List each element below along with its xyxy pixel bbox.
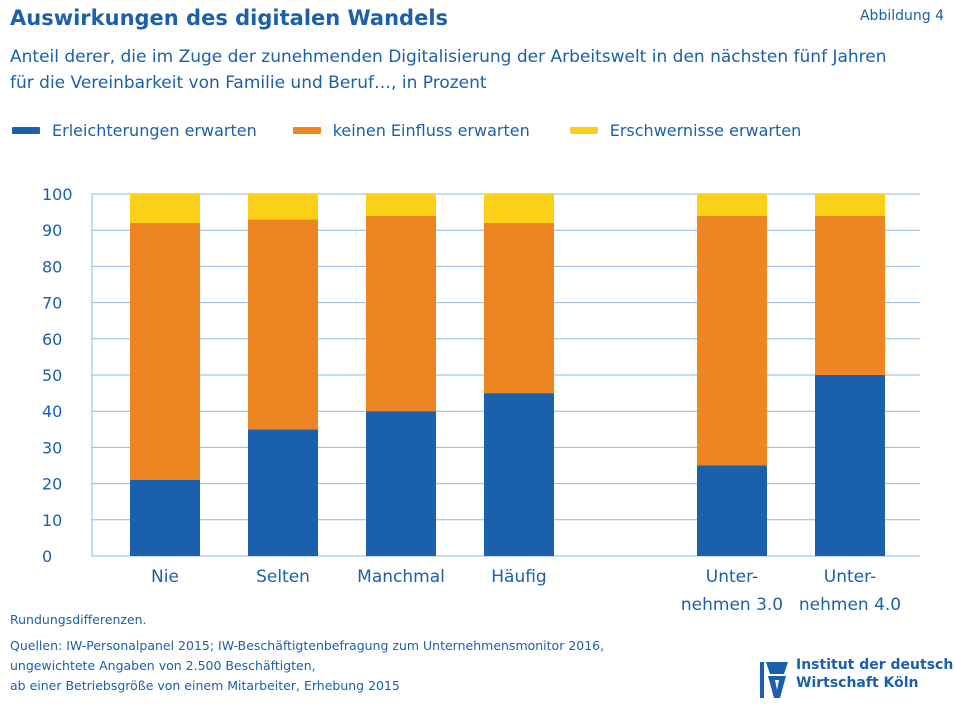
iw-logo: Institut der deutschen Wirtschaft Köln [758, 654, 954, 702]
legend-swatch-erschwernisse [569, 126, 598, 134]
bar-segment-erleichterungen [697, 465, 767, 556]
iw-logo-text: Institut der deutschen Wirtschaft Köln [796, 656, 954, 692]
y-tick-label: 10 [42, 511, 62, 530]
y-tick-label: 60 [42, 330, 62, 349]
rounding-note: Rundungsdifferenzen. [10, 612, 147, 627]
bar-segment-kein-einfluss [815, 215, 885, 375]
y-tick-label: 30 [42, 438, 62, 457]
figure-label: Abbildung 4 [859, 8, 944, 24]
legend-label-erleichterungen: Erleichterungen erwarten [52, 120, 257, 140]
y-tick-label: 50 [42, 366, 62, 385]
bar-segment-erleichterungen [130, 479, 200, 556]
bar-segment-kein-einfluss [697, 215, 767, 466]
x-tick-label: Unter- [824, 567, 876, 587]
bar-segment-erschwernisse [484, 194, 554, 223]
bar-segment-erschwernisse [366, 194, 436, 216]
legend-label-erschwernisse: Erschwernisse erwarten [609, 120, 802, 140]
source-line-2: ungewichtete Angaben von 2.500 Beschäfti… [10, 658, 316, 673]
bar-segment-erleichterungen [248, 429, 318, 556]
y-tick-label: 100 [42, 185, 73, 204]
bar-segment-kein-einfluss [248, 219, 318, 430]
y-tick-label: 20 [42, 475, 62, 494]
chart-subtitle: Anteil derer, die im Zuge der zunehmende… [10, 47, 887, 93]
bar-segment-erschwernisse [130, 194, 200, 223]
legend-item-erschwernisse: Erschwernisse erwarten [569, 120, 802, 140]
legend-swatch-kein-einfluss [292, 126, 321, 134]
bar-segment-erschwernisse [815, 194, 885, 216]
y-tick-label: 40 [42, 402, 62, 421]
x-tick-label: Selten [256, 567, 310, 587]
y-tick-label: 80 [42, 257, 62, 276]
logo-line-1: Institut der deutschen [796, 657, 954, 673]
y-tick-label: 0 [42, 547, 52, 566]
legend: Erleichterungen erwarten keinen Einfluss… [12, 118, 833, 142]
bar-segment-erschwernisse [248, 194, 318, 220]
bar-segment-erleichterungen [366, 411, 436, 556]
bar-segment-kein-einfluss [366, 215, 436, 412]
legend-item-erleichterungen: Erleichterungen erwarten [12, 121, 257, 140]
iw-logo-icon [760, 662, 788, 698]
y-tick-label: 90 [42, 221, 62, 240]
x-tick-label: Manchmal [357, 567, 445, 587]
logo-line-2: Wirtschaft Köln [796, 675, 919, 691]
legend-item-kein-einfluss: keinen Einfluss erwarten [292, 120, 530, 140]
bar-segment-kein-einfluss [484, 222, 554, 394]
x-tick-label: Häufig [491, 567, 546, 587]
x-tick-label: nehmen 3.0 [681, 595, 783, 615]
bar-segment-erleichterungen [484, 393, 554, 556]
bar-segment-erschwernisse [697, 194, 767, 216]
x-tick-label: Unter- [706, 567, 758, 587]
bar-segment-kein-einfluss [130, 222, 200, 480]
y-tick-label: 70 [42, 294, 62, 313]
legend-label-kein-einfluss: keinen Einfluss erwarten [332, 120, 530, 140]
legend-swatch-erleichterungen [12, 126, 40, 134]
x-tick-label: Nie [151, 567, 179, 587]
chart-title: Auswirkungen des digitalen Wandels [10, 6, 449, 30]
source-line-3: ab einer Betriebsgröße von einem Mitarbe… [10, 678, 400, 693]
source-line-1: Quellen: IW-Personalpanel 2015; IW-Besch… [10, 638, 605, 653]
x-tick-label: nehmen 4.0 [799, 595, 901, 615]
stacked-bar-chart: 0 10 20 30 40 50 60 70 80 90 100 Nie Selten Manchmal H… [42, 185, 920, 615]
bar-segment-erleichterungen [815, 375, 885, 556]
